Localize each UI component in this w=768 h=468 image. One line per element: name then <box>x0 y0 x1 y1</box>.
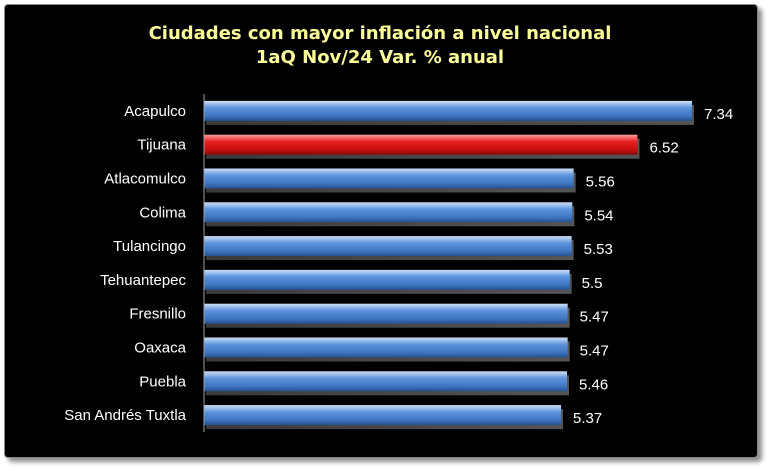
category-label: Fresnillo <box>129 306 186 323</box>
value-label: 5.54 <box>584 207 613 224</box>
value-label: 5.47 <box>580 343 609 360</box>
bar-fresnillo <box>204 303 568 324</box>
category-label: Atlacomulco <box>104 171 186 188</box>
value-label: 5.53 <box>584 241 613 258</box>
chart-title: Ciudades con mayor inflación a nivel nac… <box>0 22 760 70</box>
bar-tijuana <box>204 134 638 155</box>
category-label: Puebla <box>139 373 186 390</box>
category-label: San Andrés Tuxtla <box>64 407 186 424</box>
bar-tehuantepec <box>204 269 570 290</box>
category-label: Acapulco <box>124 103 186 120</box>
category-label: Oaxaca <box>134 340 186 357</box>
bar-atlacomulco <box>204 168 574 189</box>
chart-subtitle: 1aQ Nov/24 Var. % anual <box>255 47 505 68</box>
bar-puebla <box>204 371 568 392</box>
category-label: Tehuantepec <box>100 272 186 289</box>
category-label: Colima <box>139 204 186 221</box>
bar-acapulco <box>204 100 692 121</box>
bar-tulancingo <box>204 236 572 257</box>
category-label: Tijuana <box>137 137 186 154</box>
value-label: 5.37 <box>573 410 602 427</box>
value-label: 5.5 <box>582 275 603 292</box>
value-label: 5.47 <box>580 309 609 326</box>
chart-title-line1: Ciudades con mayor inflación a nivel nac… <box>148 23 612 44</box>
bar-oaxaca <box>204 337 568 358</box>
value-label: 6.52 <box>649 140 678 157</box>
category-label: Tulancingo <box>113 238 186 255</box>
bar-san-andr-s-tuxtla <box>204 405 562 426</box>
value-label: 5.56 <box>586 174 615 191</box>
bar-colima <box>204 202 573 223</box>
value-label: 5.46 <box>579 376 608 393</box>
value-label: 7.34 <box>704 106 733 123</box>
